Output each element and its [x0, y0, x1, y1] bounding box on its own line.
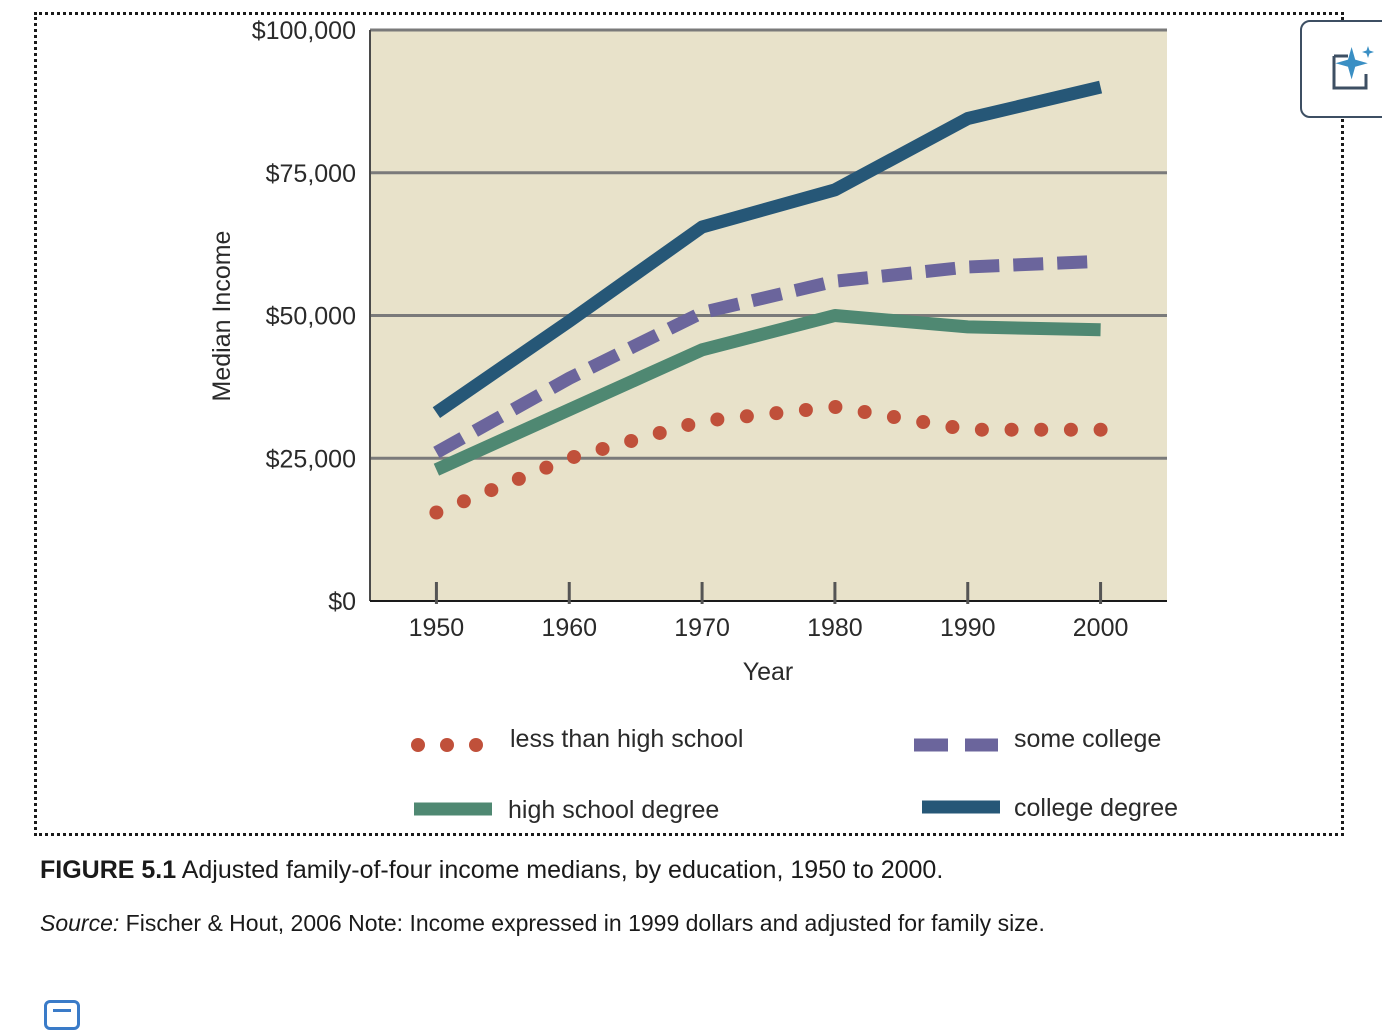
series-dot-less-than-high-school — [710, 412, 725, 427]
series-dot-less-than-high-school — [539, 460, 554, 475]
y-tick-label: $75,000 — [266, 160, 356, 188]
y-tick-label: $50,000 — [266, 303, 356, 331]
series-dot-less-than-high-school — [511, 471, 526, 486]
x-tick-label: 2000 — [1073, 614, 1129, 642]
x-tick-label: 1970 — [674, 614, 730, 642]
series-dot-less-than-high-school — [886, 410, 901, 425]
x-tick-label: 1990 — [940, 614, 996, 642]
legend-label-some-college: some college — [1014, 725, 1161, 753]
series-dot-less-than-high-school — [595, 441, 610, 456]
series-dot-less-than-high-school — [484, 483, 499, 498]
series-dot-less-than-high-school — [624, 433, 639, 448]
x-axis-title: Year — [743, 658, 794, 686]
legend-swatch-less-than-high-school — [440, 738, 454, 752]
series-line-high-school-degree — [433, 309, 1101, 476]
figure-number: FIGURE 5.1 — [40, 856, 177, 884]
legend-swatch-less-than-high-school — [469, 738, 483, 752]
series-dot-less-than-high-school — [739, 409, 754, 424]
series-dot-less-than-high-school — [566, 449, 581, 464]
legend-label-less-than-high-school: less than high school — [510, 725, 743, 753]
series-dot-less-than-high-school — [456, 494, 471, 509]
series-dot-less-than-high-school — [828, 399, 843, 414]
line-chart: $0 $25,000 $50,000 $75,000 $100,000 1950 1960 1… — [208, 17, 1178, 824]
series-dot-less-than-high-school — [857, 405, 872, 420]
ai-assist-button[interactable] — [1300, 20, 1382, 118]
legend-swatch-less-than-high-school — [411, 738, 425, 752]
sparkle-edit-icon — [1332, 46, 1374, 90]
series-dot-less-than-high-school — [798, 403, 813, 418]
series-dot-less-than-high-school — [769, 406, 784, 421]
x-tick-label: 1960 — [541, 614, 597, 642]
x-tick-label: 1950 — [409, 614, 465, 642]
legend-label-high-school-degree: high school degree — [508, 796, 719, 824]
series-dot-less-than-high-school — [945, 420, 960, 435]
y-tick-label: $0 — [328, 588, 356, 616]
document-icon[interactable] — [44, 1000, 80, 1030]
source-text: Fischer & Hout, 2006 Note: Income expres… — [119, 910, 1045, 936]
series-dot-less-than-high-school — [429, 505, 444, 520]
x-tick-label: 1980 — [807, 614, 863, 642]
y-axis-title: Median Income — [208, 231, 236, 402]
figure-caption: FIGURE 5.1 Adjusted family-of-four incom… — [40, 856, 943, 885]
figure-source: Source: Fischer & Hout, 2006 Note: Incom… — [40, 910, 1045, 937]
series-dot-less-than-high-school — [1004, 422, 1019, 437]
series-line-college-degree — [432, 80, 1103, 418]
series-dot-less-than-high-school — [1034, 422, 1049, 437]
caption-text: Adjusted family-of-four income medians, … — [176, 856, 944, 884]
y-tick-label: $100,000 — [252, 17, 356, 45]
y-tick-label: $25,000 — [266, 445, 356, 473]
legend-label-college-degree: college degree — [1014, 794, 1178, 822]
series-dot-less-than-high-school — [974, 422, 989, 437]
series-dot-less-than-high-school — [652, 425, 667, 440]
series-line-some-college — [433, 254, 1101, 459]
series-dot-less-than-high-school — [1093, 422, 1108, 437]
figure-frame — [34, 12, 1344, 836]
source-label: Source: — [40, 910, 120, 936]
series-dot-less-than-high-school — [681, 417, 696, 432]
series-dot-less-than-high-school — [1063, 422, 1078, 437]
series-dot-less-than-high-school — [916, 415, 931, 430]
